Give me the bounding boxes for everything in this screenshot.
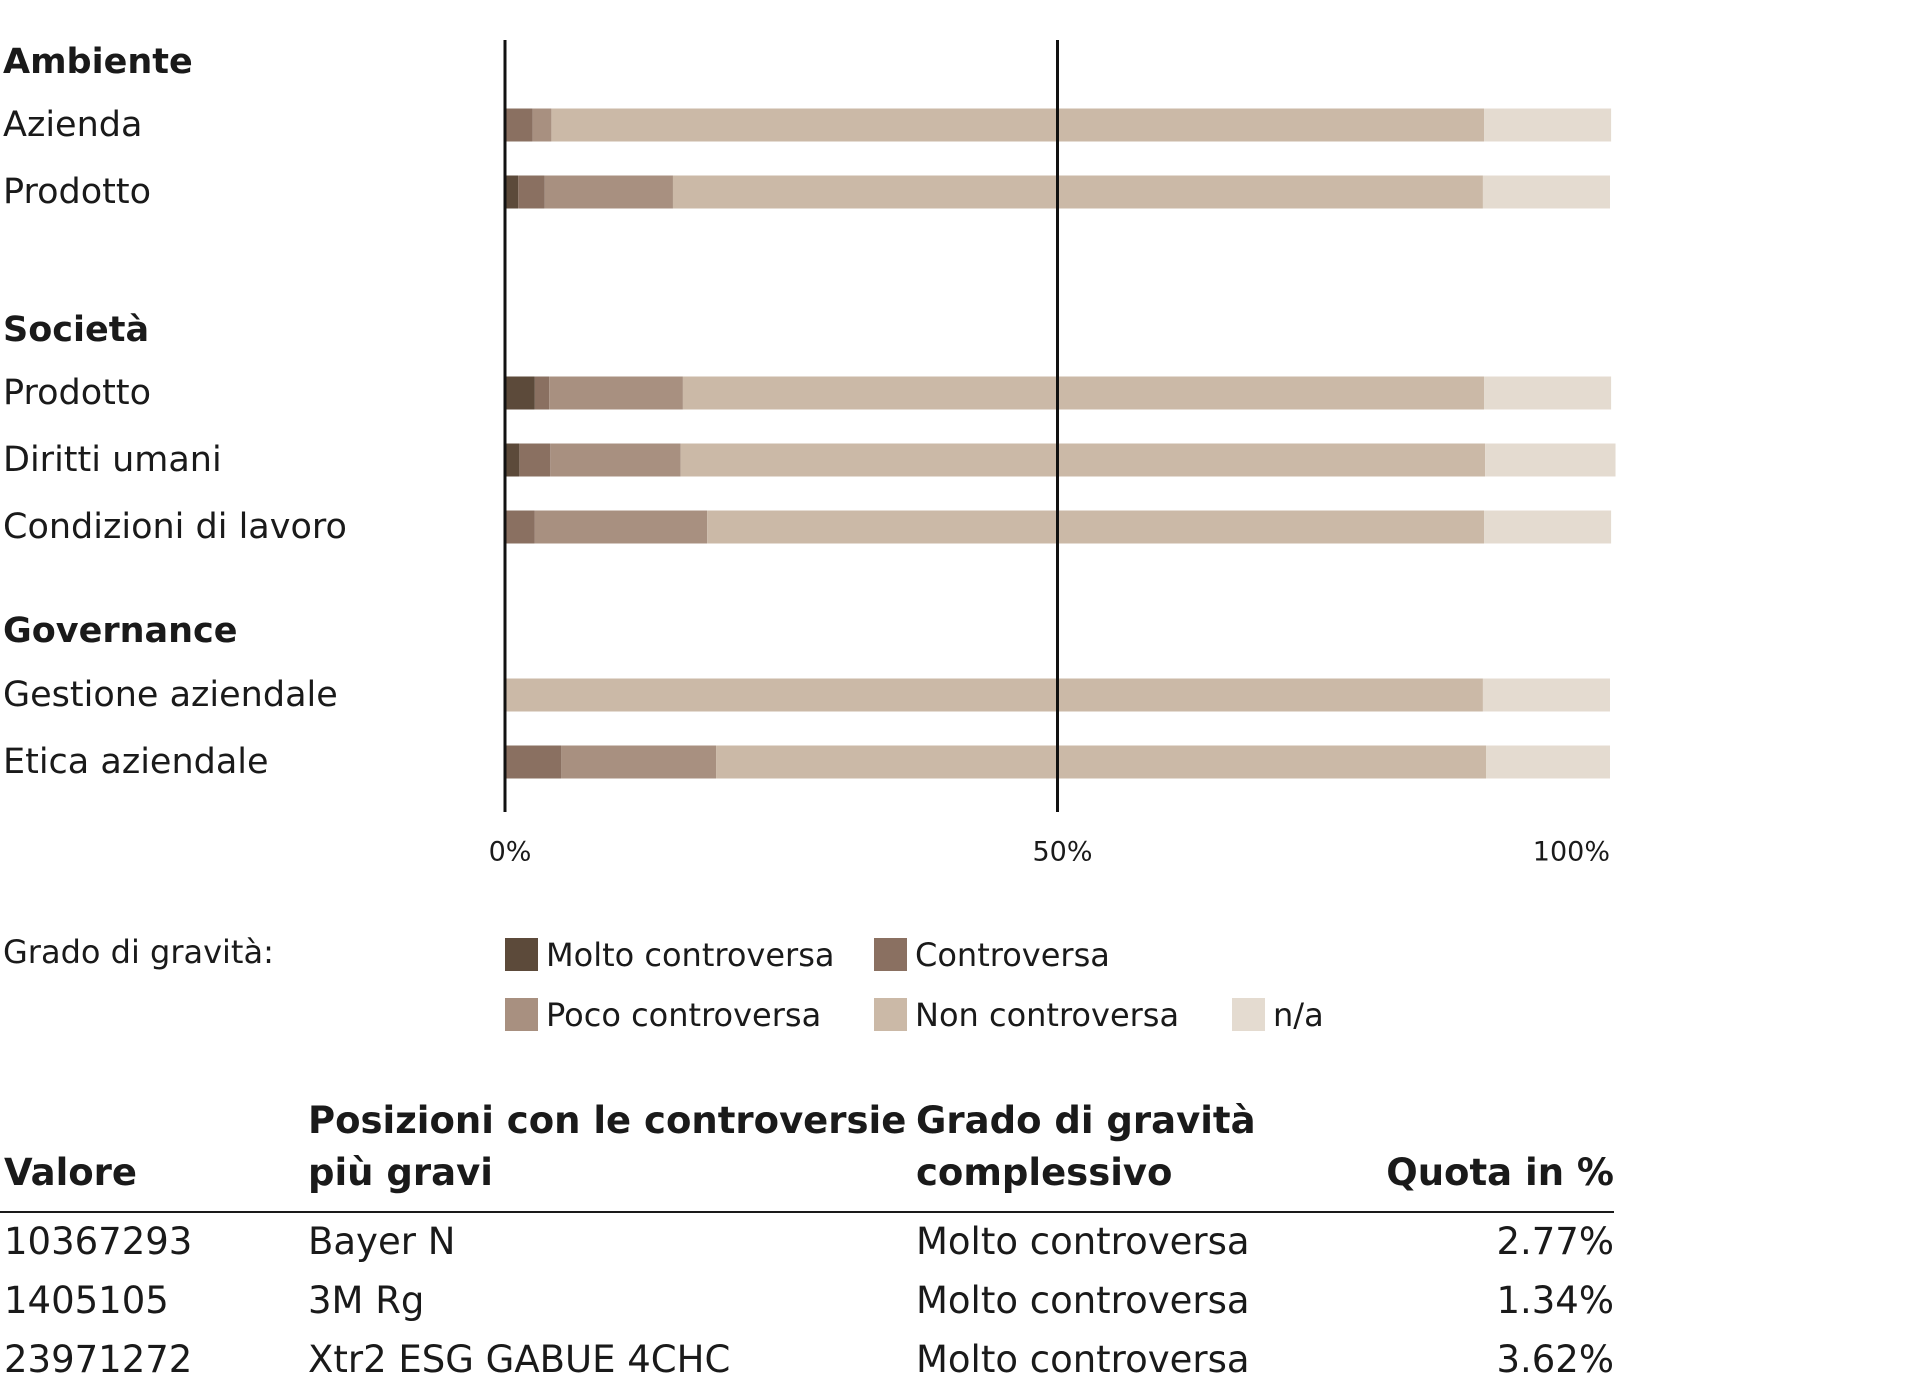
category-label: Etica aziendale (3, 742, 269, 782)
legend-swatch (1232, 998, 1265, 1031)
cell-posizione: 3M Rg (308, 1278, 425, 1322)
legend-label: Poco controversa (546, 996, 821, 1034)
legend-label: Controversa (915, 936, 1110, 974)
bar-segment (551, 108, 1485, 142)
legend-swatch (505, 998, 538, 1031)
category-label: Diritti umani (3, 440, 222, 480)
legend-label: Molto controversa (546, 936, 834, 974)
bar-segment (1484, 108, 1612, 142)
bar-segment (707, 510, 1485, 544)
cell-quota: 3.62% (1496, 1337, 1614, 1381)
bar-segment (505, 175, 519, 209)
bar-segment (505, 678, 1483, 712)
table-header-row: Valore Posizioni con le controversie più… (0, 1095, 1614, 1213)
tick-label: 50% (1032, 837, 1092, 868)
category-label: Azienda (3, 105, 142, 145)
bar-segment (534, 510, 708, 544)
bar-segment (716, 745, 1487, 779)
bar-segment (1485, 443, 1616, 477)
controversy-table: Valore Posizioni con le controversie più… (0, 1095, 1614, 1390)
legend-swatch (874, 938, 907, 971)
bars (505, 108, 1616, 779)
legend-swatch (505, 938, 538, 971)
bar-segment (505, 510, 535, 544)
category-labels: Ambiente Azienda Prodotto Società Prodotto Di… (3, 42, 347, 782)
category-label: Condizioni di lavoro (3, 507, 347, 547)
group-label: Governance (3, 611, 238, 651)
bar-segment (672, 175, 1483, 209)
bar-segment (550, 443, 681, 477)
axes (503, 40, 1059, 812)
bar-segment (505, 745, 562, 779)
bar-segment (1482, 678, 1610, 712)
group-label: Società (3, 310, 149, 350)
cell-valore: 23971272 (4, 1337, 193, 1381)
bar-segment (1484, 510, 1612, 544)
table-row: 1405105 3M Rg Molto controversa 1.34% (0, 1272, 1614, 1331)
bar-segment (1482, 175, 1610, 209)
legend-label: Non controversa (915, 996, 1179, 1034)
bar-segment (680, 443, 1486, 477)
cell-grado: Molto controversa (916, 1219, 1250, 1263)
cell-posizione: Xtr2 ESG GABUE 4CHC (308, 1337, 731, 1381)
bar-segment (549, 376, 683, 410)
cell-valore: 10367293 (4, 1219, 193, 1263)
header-quota: Quota in % (1352, 1095, 1614, 1213)
legend: Grado di gravità: Molto controversa Contro… (3, 933, 1324, 1034)
bar-segment (519, 443, 551, 477)
category-label: Prodotto (3, 172, 151, 212)
legend-label: n/a (1273, 996, 1324, 1034)
cell-grado: Molto controversa (916, 1337, 1250, 1381)
bar-segment (544, 175, 673, 209)
cell-quota: 1.34% (1496, 1278, 1614, 1322)
bar-segment (561, 745, 717, 779)
bar-segment (682, 376, 1485, 410)
bar-segment (518, 175, 545, 209)
legend-title: Grado di gravità: (3, 933, 274, 971)
bar-segment (1486, 745, 1610, 779)
legend-swatch (874, 998, 907, 1031)
bar-segment (534, 376, 550, 410)
tick-label: 0% (489, 837, 532, 868)
category-label: Gestione aziendale (3, 675, 338, 715)
cell-quota: 2.77% (1496, 1219, 1614, 1263)
table-row: 23971272 Xtr2 ESG GABUE 4CHC Molto contr… (0, 1331, 1614, 1390)
bar-segment (505, 443, 520, 477)
tick-labels: 0% 50% 100% (489, 837, 1610, 868)
cell-posizione: Bayer N (308, 1219, 456, 1263)
bar-segment (505, 108, 533, 142)
table-row: 10367293 Bayer N Molto controversa 2.77% (0, 1212, 1614, 1272)
group-label: Ambiente (3, 42, 193, 82)
cell-valore: 1405105 (4, 1278, 169, 1322)
tick-label: 100% (1533, 837, 1610, 868)
header-grado: Grado di gravità complessivo (912, 1095, 1352, 1213)
category-label: Prodotto (3, 373, 151, 413)
bar-segment (1484, 376, 1612, 410)
header-valore: Valore (0, 1095, 304, 1213)
positions-table: Valore Posizioni con le controversie più… (0, 1095, 1614, 1390)
cell-grado: Molto controversa (916, 1278, 1250, 1322)
bar-segment (505, 376, 535, 410)
bar-segment (532, 108, 552, 142)
header-posizioni: Posizioni con le controversie più gravi (304, 1095, 912, 1213)
stacked-bar-chart: Ambiente Azienda Prodotto Società Prodotto Di… (3, 40, 1616, 1034)
